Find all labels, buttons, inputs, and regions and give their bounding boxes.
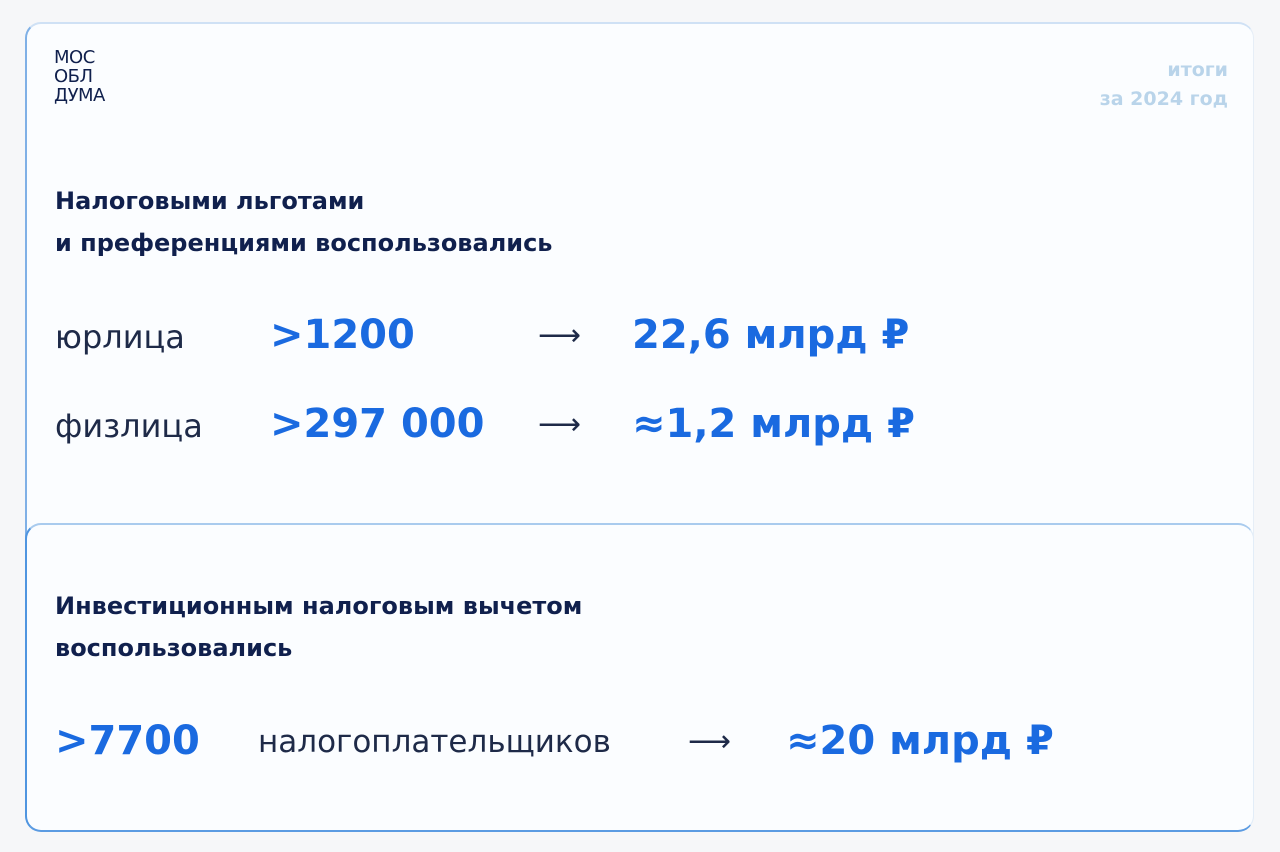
section1-heading: Налоговыми льготами и преференциями восп… <box>55 180 552 264</box>
arrow-icon: ⟶ <box>688 724 732 759</box>
logo-line: ОБЛ <box>54 66 93 87</box>
row-count: >1200 <box>270 312 415 358</box>
logo-line: ДУМА <box>54 85 105 106</box>
heading-line: воспользовались <box>55 634 293 662</box>
section2-heading: Инвестиционным налоговым вычетом восполь… <box>55 585 582 669</box>
investment-amount: ≈20 млрд ₽ <box>786 718 1054 764</box>
row-count: >297 000 <box>270 401 485 447</box>
row-label: физлица <box>55 407 203 445</box>
period-line: итоги <box>1167 59 1228 81</box>
heading-line: Налоговыми льготами <box>55 187 365 215</box>
investment-label: налогоплательщиков <box>258 724 611 760</box>
heading-line: и преференциями воспользовались <box>55 229 553 257</box>
arrow-icon: ⟶ <box>538 318 582 353</box>
row-amount: 22,6 млрд ₽ <box>632 312 910 358</box>
heading-line: Инвестиционным налоговым вычетом <box>55 592 583 620</box>
logo-line: МОС <box>54 47 95 68</box>
period-line: за 2024 год <box>1099 88 1228 110</box>
mosoblduma-logo: МОС ОБЛ ДУМА <box>54 48 105 105</box>
period-label: итоги за 2024 год <box>1100 56 1228 114</box>
investment-card <box>25 523 1254 832</box>
investment-count: >7700 <box>55 718 200 764</box>
row-label: юрлица <box>55 318 185 356</box>
arrow-icon: ⟶ <box>538 407 582 442</box>
row-amount: ≈1,2 млрд ₽ <box>632 401 915 447</box>
